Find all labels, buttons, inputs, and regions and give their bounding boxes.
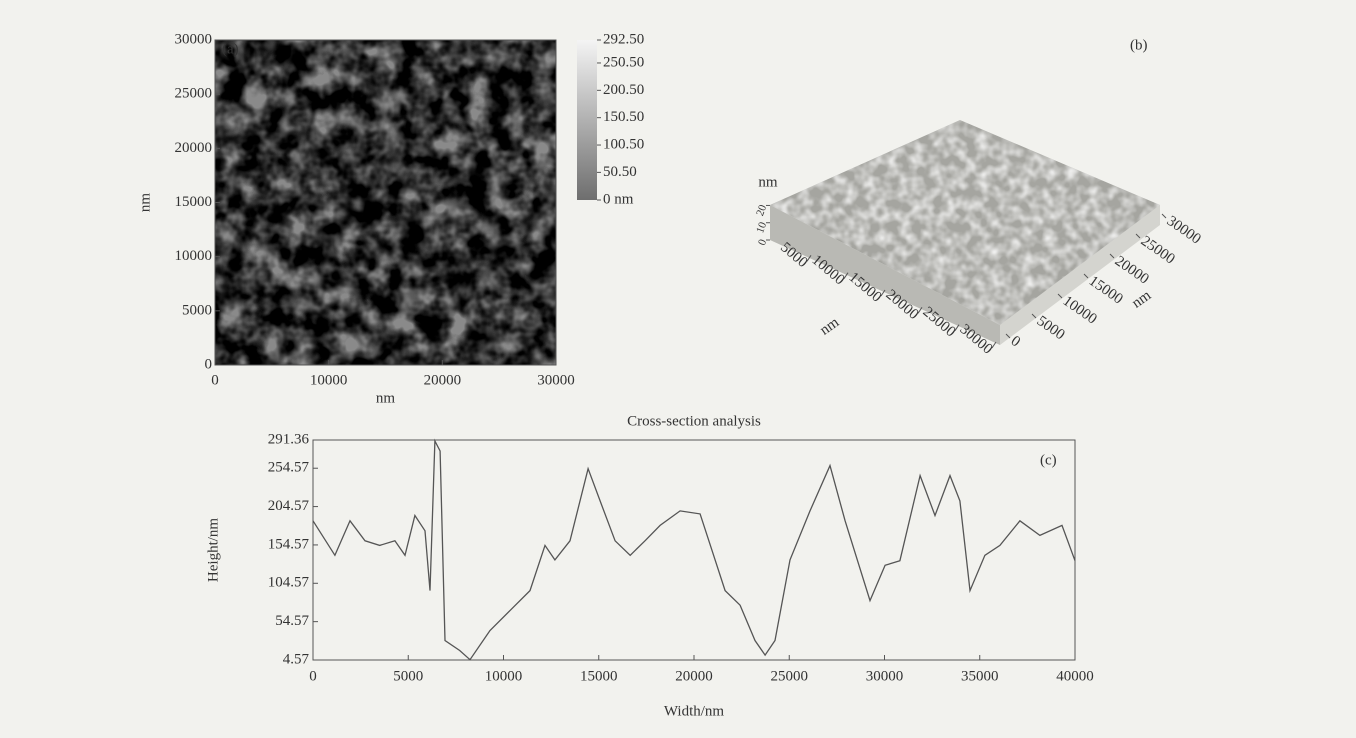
colorbar-label: 0 nm: [603, 191, 634, 207]
y-tick-label: 0: [205, 356, 213, 372]
x-axis-label: Width/nm: [664, 703, 725, 719]
tick-mark: [1057, 293, 1063, 299]
colorbar-label: 250.50: [603, 54, 644, 70]
tick-mark: [1083, 273, 1089, 279]
colorbar-label: 150.50: [603, 109, 644, 125]
x-tick-label: 0: [211, 372, 219, 388]
z-tick-label: 20: [754, 203, 769, 218]
y-tick-label: 291.36: [268, 431, 310, 447]
chart-title: Cross-section analysis: [627, 413, 761, 429]
y-tick-label: 5000: [182, 302, 212, 318]
y-axis-label: nm: [1129, 287, 1154, 311]
x-tick-label: 20000: [424, 372, 462, 388]
tick-mark: [843, 272, 849, 279]
z-axis-label: nm: [758, 174, 778, 190]
surface-side: [1000, 205, 1160, 345]
y-tick-label: 25000: [175, 86, 213, 102]
colorbar-label: 292.50: [603, 31, 644, 47]
colorbar-label: 200.50: [603, 82, 644, 98]
y-tick-label: 25000: [1138, 233, 1178, 268]
x-tick-label: 10000: [310, 372, 348, 388]
tick-mark: [1109, 253, 1115, 259]
plot-frame: [312, 439, 1076, 661]
y-tick-label: 5000: [1034, 313, 1068, 343]
panel-label: (c): [1040, 452, 1057, 468]
y-tick-label: 20000: [175, 140, 213, 156]
y-tick-label: 15000: [175, 194, 213, 210]
x-tick-label: 10000: [485, 668, 523, 684]
colorbar-label: 50.50: [603, 164, 637, 180]
x-tick-label: 15000: [580, 668, 618, 684]
y-tick-label: 4.57: [283, 651, 310, 667]
y-tick-label: 20000: [1112, 253, 1152, 288]
tick-mark: [954, 324, 960, 331]
y-tick-label: 154.57: [268, 536, 310, 552]
y-tick-label: 15000: [1086, 273, 1126, 308]
y-tick-label: 204.57: [268, 498, 310, 514]
tick-mark: [806, 255, 812, 262]
x-tick-label: 35000: [961, 668, 999, 684]
tick-mark: [1005, 333, 1011, 339]
tick-mark: [917, 307, 923, 314]
colorbar: [577, 40, 597, 200]
x-axis-label: nm: [817, 314, 842, 338]
tick-mark: [1161, 213, 1167, 219]
afm-texture: [215, 40, 556, 365]
y-tick-label: 254.57: [268, 460, 310, 476]
colorbar-label: 100.50: [603, 136, 644, 152]
tick-mark: [880, 289, 886, 297]
x-tick-label: 30000: [537, 372, 575, 388]
y-tick-label: 30000: [175, 31, 213, 47]
data-line: [312, 438, 1076, 661]
y-tick-label: 54.57: [275, 613, 309, 629]
tick-mark: [1031, 313, 1037, 319]
y-axis-label: nm: [137, 193, 153, 213]
z-tick-label: 0: [756, 237, 769, 247]
panel-label: (a): [222, 41, 239, 57]
tick-mark: [991, 341, 997, 349]
z-tick-label: 10: [754, 220, 769, 235]
y-axis-label: Height/nm: [205, 518, 221, 582]
y-tick-label: 104.57: [268, 575, 310, 591]
panel-label: (b): [1130, 37, 1148, 53]
y-tick-label: 30000: [1164, 213, 1204, 248]
x-tick-label: 0: [309, 668, 317, 684]
y-tick-label: 10000: [1060, 293, 1100, 328]
x-tick-label: 25000: [771, 668, 809, 684]
x-tick-label: 5000: [393, 668, 423, 684]
y-tick-label: 10000: [175, 248, 213, 264]
surface-side: [770, 205, 1000, 345]
x-tick-label: 30000: [866, 668, 904, 684]
x-axis-label: nm: [376, 390, 396, 406]
x-tick-label: 40000: [1056, 668, 1094, 684]
tick-mark: [1135, 233, 1141, 239]
surface-peaks: [770, 120, 1160, 325]
x-tick-label: 20000: [675, 668, 713, 684]
